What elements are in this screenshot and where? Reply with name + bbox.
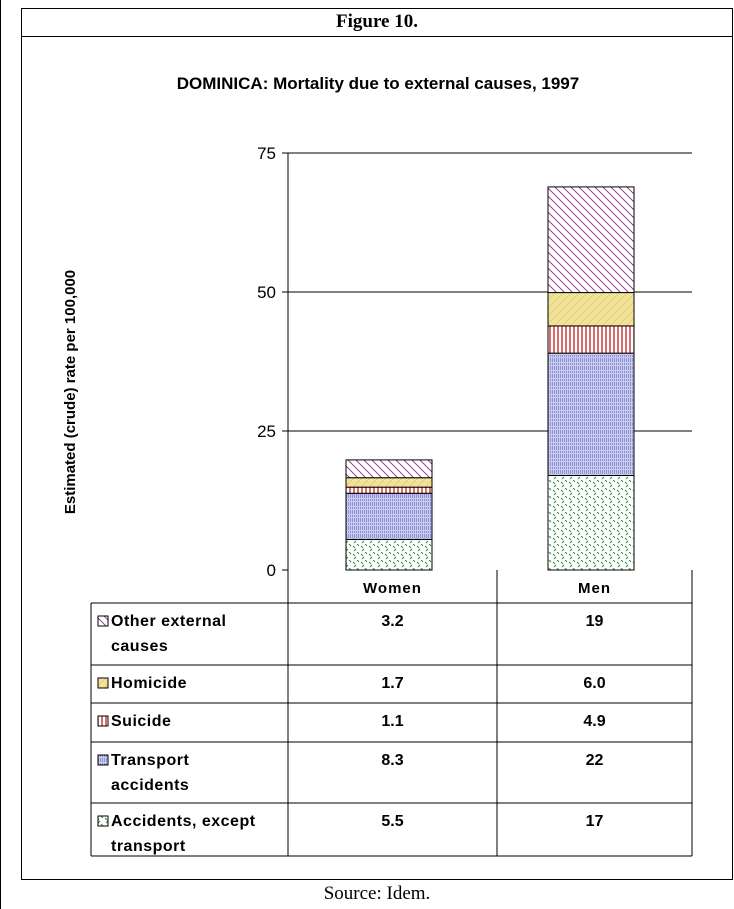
bar-segment bbox=[345, 492, 433, 540]
source-note: Source: Idem. bbox=[323, 883, 431, 904]
bars bbox=[345, 186, 635, 571]
bar-segment bbox=[547, 352, 635, 476]
data-label: 19 bbox=[586, 613, 604, 630]
legend-label: Other external bbox=[111, 613, 226, 630]
legend-label: transport bbox=[111, 838, 186, 855]
figure-frame bbox=[21, 36, 733, 880]
bar-segment bbox=[547, 474, 635, 571]
legend-label: causes bbox=[111, 638, 168, 655]
bar-segment bbox=[547, 292, 635, 327]
bar-segment bbox=[345, 477, 433, 488]
legend-label: Accidents, except bbox=[111, 813, 256, 830]
legend-swatch-accidents bbox=[97, 815, 109, 827]
y-axis-label: Estimated (crude) rate per 100,000 bbox=[62, 270, 79, 514]
legend-label: accidents bbox=[111, 777, 189, 794]
chart-title: DOMINICA: Mortality due to external caus… bbox=[177, 74, 579, 93]
data-label: 1.7 bbox=[381, 675, 403, 692]
legend-swatch-transport bbox=[97, 754, 109, 766]
bar-segment bbox=[345, 538, 433, 571]
data-label: 3.2 bbox=[381, 613, 403, 630]
data-label: 17 bbox=[586, 813, 604, 830]
data-label: 5.5 bbox=[381, 813, 403, 830]
figure-label: Figure 10. bbox=[21, 8, 733, 36]
legend-swatch-suicide bbox=[97, 715, 109, 727]
bar-segment bbox=[345, 459, 433, 479]
page-left-rule bbox=[0, 0, 1, 909]
legend-swatch-homicide bbox=[97, 677, 109, 689]
data-label: 22 bbox=[586, 752, 604, 769]
y-tick-label: 0 bbox=[267, 561, 276, 580]
y-tick-label: 75 bbox=[257, 144, 276, 163]
data-label: 1.1 bbox=[381, 713, 403, 730]
legend-label: Suicide bbox=[111, 713, 171, 730]
data-table: Women Men Other external causes 3.2 19 Homicid… bbox=[90, 570, 693, 857]
x-category-label: Women bbox=[363, 580, 422, 597]
y-tick-label: 50 bbox=[257, 283, 276, 302]
y-tick-label: 25 bbox=[257, 422, 276, 441]
data-label: 4.9 bbox=[583, 713, 605, 730]
legend-label: Homicide bbox=[111, 675, 187, 692]
data-label: 8.3 bbox=[381, 752, 403, 769]
bar-segment bbox=[547, 186, 635, 294]
legend-swatch-other bbox=[97, 615, 109, 627]
bar-segment bbox=[547, 325, 635, 354]
x-category-label: Men bbox=[578, 580, 611, 597]
data-label: 6.0 bbox=[583, 675, 605, 692]
y-ticks: 0 25 50 75 bbox=[257, 144, 289, 580]
bar-segment bbox=[345, 486, 433, 494]
legend-label: Transport bbox=[111, 752, 189, 769]
